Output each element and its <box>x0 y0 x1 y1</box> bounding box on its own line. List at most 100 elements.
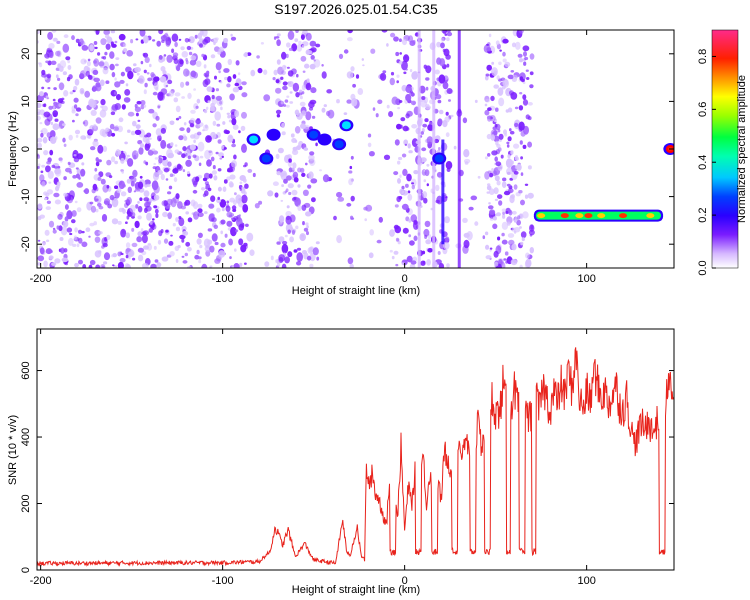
noise-speckle <box>203 124 209 131</box>
noise-speckle <box>63 143 67 147</box>
noise-speckle <box>413 219 418 225</box>
noise-speckle <box>75 167 79 170</box>
noise-speckle <box>175 226 181 232</box>
noise-speckle <box>508 209 513 216</box>
noise-speckle <box>518 30 524 34</box>
noise-speckle <box>111 71 116 78</box>
noise-speckle <box>163 200 168 207</box>
noise-speckle <box>445 111 449 116</box>
noise-speckle <box>240 244 247 253</box>
noise-speckle <box>525 69 529 72</box>
noise-speckle <box>434 69 440 75</box>
noise-speckle <box>311 197 316 203</box>
noise-speckle <box>526 77 530 80</box>
noise-speckle <box>235 194 242 204</box>
noise-speckle <box>184 252 188 257</box>
noise-speckle <box>495 40 500 46</box>
noise-speckle <box>81 230 85 234</box>
noise-speckle <box>196 98 201 104</box>
noise-speckle <box>503 258 507 261</box>
noise-speckle <box>171 33 179 42</box>
noise-speckle <box>46 160 51 165</box>
noise-speckle <box>117 125 123 133</box>
noise-speckle <box>93 60 97 64</box>
noise-speckle <box>37 154 40 159</box>
noise-speckle <box>58 65 64 72</box>
noise-speckle <box>220 230 223 235</box>
noise-speckle <box>427 124 434 131</box>
noise-speckle <box>161 39 165 44</box>
noise-speckle <box>487 107 492 111</box>
noise-speckle <box>99 79 105 87</box>
noise-speckle <box>504 251 509 256</box>
y-tick-label: 200 <box>20 494 32 512</box>
noise-speckle <box>169 173 174 177</box>
noise-speckle <box>223 37 229 44</box>
noise-speckle <box>61 257 69 263</box>
noise-speckle <box>389 77 395 86</box>
noise-speckle <box>160 229 164 234</box>
noise-speckle <box>210 195 216 202</box>
noise-speckle <box>506 183 511 187</box>
noise-speckle <box>165 229 169 233</box>
noise-speckle <box>179 234 186 240</box>
noise-speckle <box>423 64 427 69</box>
noise-speckle <box>93 41 98 45</box>
noise-speckle <box>361 58 364 61</box>
noise-speckle <box>109 51 115 59</box>
noise-speckle <box>137 181 144 190</box>
noise-speckle <box>193 88 197 91</box>
noise-speckle <box>92 69 99 75</box>
noise-speckle <box>52 37 59 42</box>
noise-speckle <box>350 155 354 160</box>
noise-speckle <box>425 239 432 245</box>
noise-speckle <box>495 107 499 112</box>
noise-speckle <box>148 137 152 140</box>
noise-speckle <box>121 184 127 188</box>
noise-speckle <box>125 221 128 224</box>
noise-speckle <box>148 108 155 114</box>
noise-speckle <box>153 82 159 90</box>
noise-speckle <box>333 215 337 221</box>
noise-speckle <box>346 202 352 207</box>
noise-speckle <box>400 117 406 122</box>
noise-speckle <box>510 259 518 266</box>
noise-speckle <box>154 208 159 214</box>
noise-speckle <box>75 173 80 179</box>
noise-speckle <box>214 37 219 41</box>
noise-speckle <box>126 211 131 215</box>
noise-speckle <box>143 245 149 250</box>
x-tick-label: -200 <box>30 575 52 587</box>
noise-speckle <box>131 242 138 248</box>
noise-speckle <box>227 58 232 66</box>
noise-speckle <box>501 232 505 237</box>
noise-speckle <box>520 130 526 137</box>
noise-speckle <box>43 150 49 156</box>
noise-speckle <box>393 36 399 42</box>
noise-speckle <box>48 255 54 260</box>
noise-speckle <box>488 33 492 38</box>
noise-speckle <box>529 234 533 237</box>
noise-speckle <box>60 100 65 104</box>
noise-speckle <box>157 239 162 245</box>
noise-speckle <box>406 255 413 263</box>
noise-speckle <box>46 132 51 138</box>
noise-speckle <box>134 220 140 229</box>
noise-speckle <box>521 237 525 242</box>
noise-speckle <box>71 35 75 41</box>
noise-speckle <box>130 130 136 136</box>
noise-speckle <box>302 221 305 226</box>
noise-speckle <box>97 144 104 154</box>
noise-speckle <box>227 76 232 83</box>
noise-speckle <box>209 106 215 112</box>
noise-speckle <box>287 70 294 77</box>
noise-speckle <box>437 118 443 125</box>
noise-speckle <box>233 216 239 220</box>
noise-speckle <box>121 170 124 174</box>
noise-speckle <box>126 215 130 220</box>
noise-speckle <box>505 158 513 168</box>
noise-speckle <box>411 182 415 185</box>
noise-speckle <box>240 186 246 194</box>
noise-speckle <box>527 141 532 148</box>
noise-speckle <box>163 33 169 41</box>
